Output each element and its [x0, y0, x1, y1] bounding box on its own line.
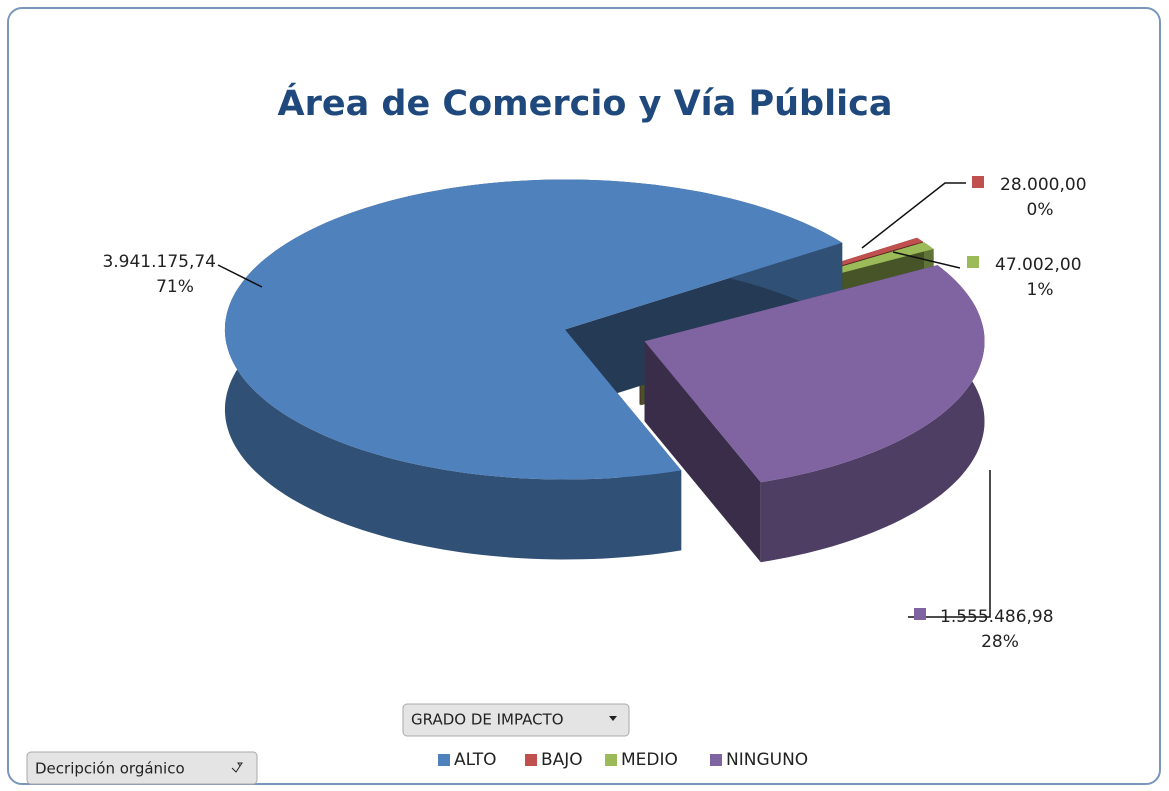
percent-label: 1%: [1027, 280, 1054, 300]
leader-line: [908, 470, 991, 618]
pie-slice: [224, 179, 843, 560]
percent-label: 71%: [156, 277, 194, 297]
chart-title: Área de Comercio y Vía Pública: [278, 82, 893, 124]
percent-label: 28%: [981, 632, 1019, 652]
pie-slice: [644, 265, 985, 563]
data-label: 3.941.175,74: [102, 252, 216, 272]
slice-side: [760, 265, 985, 563]
leader-line: [217, 264, 263, 288]
field-button-label: Decripción orgánico: [35, 760, 185, 778]
field-button-bg: [26, 751, 258, 785]
field-button-bg: [402, 703, 630, 737]
filter-icon: [231, 762, 243, 773]
label-key: [972, 176, 984, 188]
filter-field-button[interactable]: Decripción orgánico: [26, 751, 258, 785]
data-label: 28.000,00: [1000, 175, 1087, 195]
legend-swatch: [605, 754, 617, 766]
legend-swatch: [438, 754, 450, 766]
label-key: [914, 608, 926, 620]
slice-top: [224, 179, 843, 480]
field-button-label: GRADO DE IMPACTO: [411, 711, 564, 729]
slice-top: [644, 265, 985, 483]
legend-swatch: [710, 754, 722, 766]
data-label: 1.555.486,98: [940, 607, 1054, 627]
legend-swatch: [525, 754, 537, 766]
slice-wall: [644, 341, 761, 563]
data-label: 47.002,00: [995, 255, 1082, 275]
leader-line: [861, 182, 966, 249]
leader-line: [892, 251, 961, 269]
label-key: [967, 256, 979, 268]
dropdown-arrow: [609, 716, 617, 721]
legend-field-button[interactable]: GRADO DE IMPACTO: [402, 703, 630, 737]
legend-label: NINGUNO: [726, 750, 808, 770]
legend-label: MEDIO: [621, 750, 678, 770]
legend-label: BAJO: [541, 750, 583, 770]
percent-label: 0%: [1027, 200, 1054, 220]
legend-label: ALTO: [454, 750, 497, 770]
